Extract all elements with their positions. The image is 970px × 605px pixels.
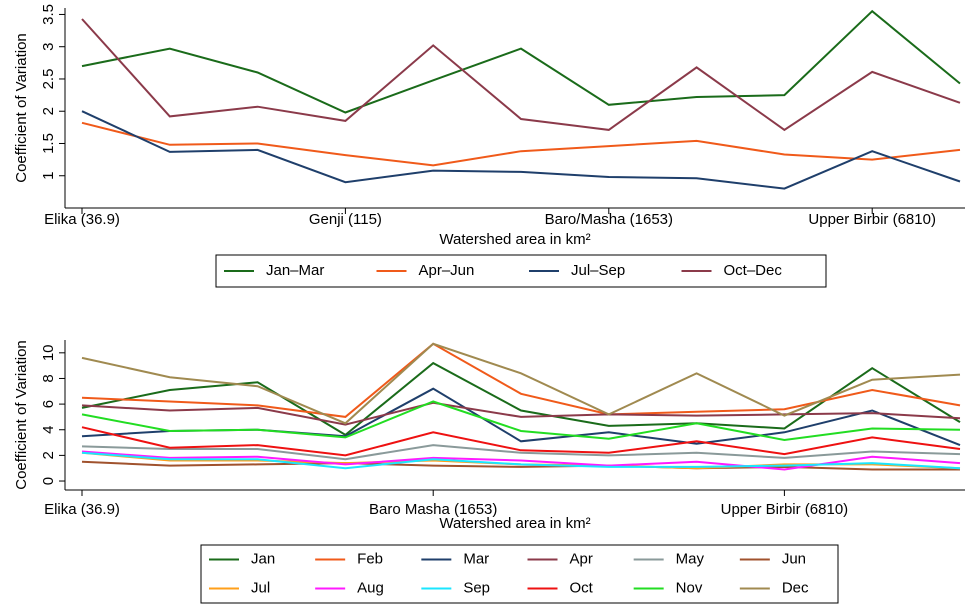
y-tick-label: 10 (40, 344, 57, 361)
legend-box (215, 254, 827, 288)
data-line (81, 342, 961, 418)
x-tick-label: Genji (115) (309, 211, 382, 228)
legend-label: Nov (676, 579, 703, 596)
data-line (81, 361, 961, 437)
legend-label: May (676, 550, 705, 567)
y-tick-label: 4 (40, 426, 57, 434)
legend-label: Sep (463, 579, 490, 596)
data-line (81, 401, 961, 426)
x-tick-label: Upper Birbir (6810) (721, 501, 849, 518)
legend-label: Aug (357, 579, 384, 596)
legend-label: Dec (782, 579, 809, 596)
legend-box (200, 544, 839, 604)
y-tick-label: 8 (40, 374, 57, 382)
x-tick-label: Elika (36.9) (44, 211, 120, 228)
legend-label: Jun (782, 550, 806, 567)
y-axis-title: Coefficient of Variation (13, 33, 30, 183)
legend-label: Jul (251, 579, 270, 596)
data-line (81, 444, 961, 461)
y-tick-label: 2.5 (40, 69, 57, 90)
legend-label: Apr (570, 550, 593, 567)
data-line (81, 426, 961, 457)
x-tick-label: Upper Birbir (6810) (808, 211, 936, 228)
y-tick-label: 2 (40, 107, 57, 115)
legend-label: Jan–Mar (266, 262, 324, 279)
legend-label: Feb (357, 550, 383, 567)
y-tick-label: 6 (40, 400, 57, 408)
y-tick-label: 3 (40, 43, 57, 51)
data-line (81, 9, 961, 114)
legend-label: Mar (463, 550, 489, 567)
legend-label: Apr–Jun (419, 262, 475, 279)
legend-label: Jan (251, 550, 275, 567)
x-axis-title: Watershed area in km² (439, 231, 590, 248)
legend-label: Jul–Sep (571, 262, 625, 279)
data-line (81, 18, 961, 132)
data-line (81, 342, 961, 425)
legend-label: Oct (570, 579, 594, 596)
y-tick-label: 3.5 (40, 4, 57, 25)
y-tick-label: 2 (40, 451, 57, 459)
y-axis-title: Coefficient of Variation (13, 340, 30, 490)
y-tick-label: 0 (40, 477, 57, 485)
x-tick-label: Baro Masha (1653) (369, 501, 497, 518)
x-tick-label: Baro/Masha (1653) (545, 211, 673, 228)
data-line (81, 451, 961, 470)
data-line (81, 400, 961, 442)
y-tick-label: 1 (40, 172, 57, 180)
legend-label: Oct–Dec (724, 262, 783, 279)
x-axis-title: Watershed area in km² (439, 515, 590, 532)
x-tick-label: Elika (36.9) (44, 501, 120, 518)
y-tick-label: 1.5 (40, 133, 57, 154)
data-line (81, 110, 961, 190)
data-line (81, 121, 961, 167)
data-line (81, 460, 960, 471)
